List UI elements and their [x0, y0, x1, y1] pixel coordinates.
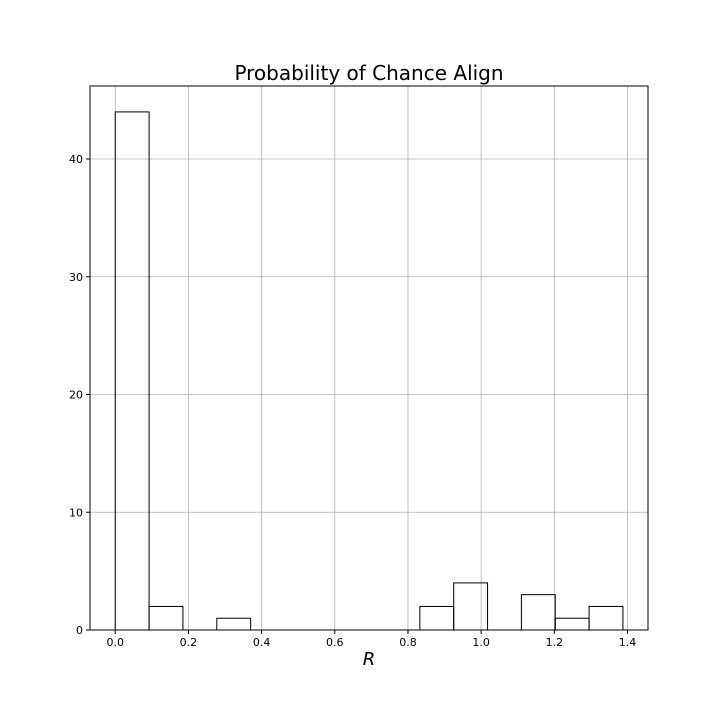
histogram-bar: [588, 605, 624, 631]
x-axis-label: R: [363, 649, 376, 670]
x-tick-label: 1.0: [472, 636, 490, 649]
x-tick-label: 0.8: [399, 636, 417, 649]
x-tick-label: 1.2: [546, 636, 564, 649]
y-tick-label: 30: [69, 271, 83, 284]
chart-title: Probability of Chance Align: [234, 61, 503, 85]
y-axis-ticks: 0 10 20 30 40: [69, 153, 90, 637]
y-tick-label: 10: [69, 506, 83, 519]
x-tick-label: 0.4: [253, 636, 271, 649]
histogram-bar: [148, 605, 184, 631]
y-tick-label: 40: [69, 153, 83, 166]
x-tick-label: 0.2: [180, 636, 198, 649]
x-tick-label: 0.6: [326, 636, 344, 649]
histogram-bar: [554, 617, 590, 631]
y-tick-label: 0: [76, 624, 83, 637]
histogram-bar: [520, 594, 556, 631]
plot-frame: [89, 85, 649, 631]
x-axis-ticks: 0.0 0.2 0.4 0.6 0.8 1.0 1.2 1.4: [106, 630, 636, 649]
histogram-bar: [419, 605, 455, 631]
x-tick-label: 1.4: [619, 636, 637, 649]
histogram-bar: [114, 111, 150, 631]
x-tick-label: 0.0: [106, 636, 124, 649]
histogram-bar: [216, 617, 252, 631]
histogram-bar: [453, 582, 489, 631]
grid-lines: [90, 86, 648, 631]
histogram-bars: [114, 111, 624, 631]
y-tick-label: 20: [69, 389, 83, 402]
